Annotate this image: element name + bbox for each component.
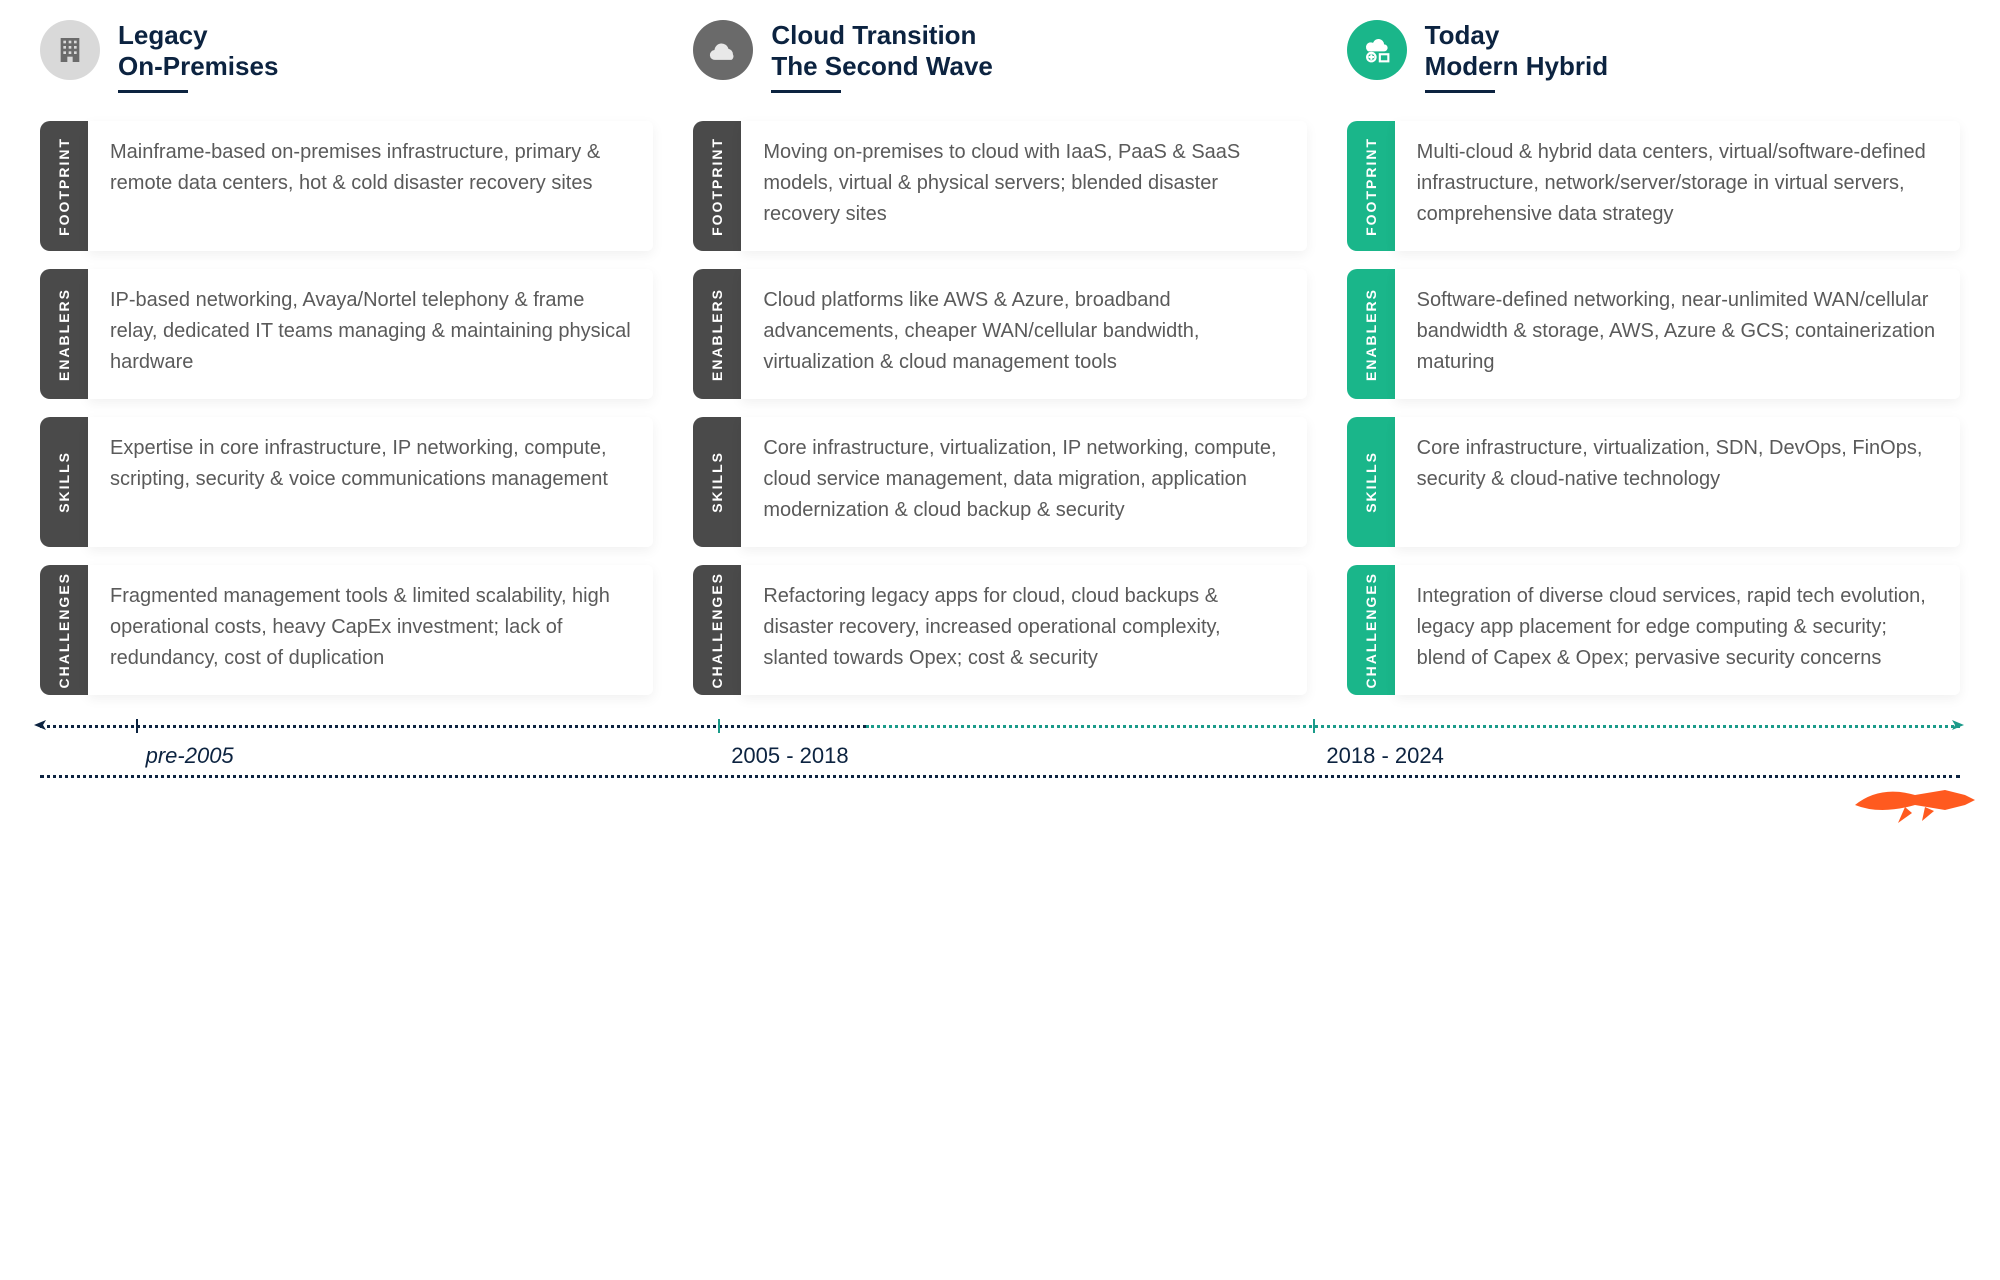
row-footprint: FOOTPRINT Moving on-premises to cloud wi… <box>693 121 1306 251</box>
content-skills: Core infrastructure, virtualization, IP … <box>741 417 1306 547</box>
timeline-period-3: 2018 - 2024 <box>1326 743 1443 769</box>
tab-footprint: FOOTPRINT <box>40 121 88 251</box>
tab-label: SKILLS <box>1363 451 1379 513</box>
row-challenges: CHALLENGES Fragmented management tools &… <box>40 565 653 695</box>
tab-footprint: FOOTPRINT <box>693 121 741 251</box>
row-challenges: CHALLENGES Refactoring legacy apps for c… <box>693 565 1306 695</box>
timeline: pre-2005 2005 - 2018 2018 - 2024 <box>40 725 1960 805</box>
row-enablers: ENABLERS IP-based networking, Avaya/Nort… <box>40 269 653 399</box>
tab-challenges: CHALLENGES <box>1347 565 1395 695</box>
columns-container: Legacy On-Premises FOOTPRINT Mainframe-b… <box>40 20 1960 695</box>
column-header: Legacy On-Premises <box>40 20 653 93</box>
content-footprint: Mainframe-based on-premises infrastructu… <box>88 121 653 251</box>
timeline-bottom-line <box>40 775 1960 778</box>
content-challenges: Integration of diverse cloud services, r… <box>1395 565 1960 695</box>
row-skills: SKILLS Core infrastructure, virtualizati… <box>693 417 1306 547</box>
row-enablers: ENABLERS Cloud platforms like AWS & Azur… <box>693 269 1306 399</box>
column-transition: Cloud Transition The Second Wave FOOTPRI… <box>693 20 1306 695</box>
tab-skills: SKILLS <box>693 417 741 547</box>
title-line-2: Modern Hybrid <box>1425 51 1608 82</box>
tab-label: FOOTPRINT <box>56 137 72 236</box>
tab-label: ENABLERS <box>56 288 72 381</box>
tab-skills: SKILLS <box>1347 417 1395 547</box>
tab-label: SKILLS <box>709 451 725 513</box>
title-underline <box>1425 90 1495 93</box>
tab-label: ENABLERS <box>709 288 725 381</box>
tab-challenges: CHALLENGES <box>40 565 88 695</box>
tab-challenges: CHALLENGES <box>693 565 741 695</box>
title-underline <box>118 90 188 93</box>
content-enablers: IP-based networking, Avaya/Nortel teleph… <box>88 269 653 399</box>
title-line-2: On-Premises <box>118 51 278 82</box>
title-block: Today Modern Hybrid <box>1425 20 1608 93</box>
tab-label: CHALLENGES <box>1363 572 1379 688</box>
tab-label: CHALLENGES <box>709 572 725 688</box>
row-footprint: FOOTPRINT Mainframe-based on-premises in… <box>40 121 653 251</box>
content-challenges: Refactoring legacy apps for cloud, cloud… <box>741 565 1306 695</box>
arrow-left-icon <box>34 718 48 732</box>
title-line-1: Today <box>1425 20 1608 51</box>
content-challenges: Fragmented management tools & limited sc… <box>88 565 653 695</box>
tab-enablers: ENABLERS <box>1347 269 1395 399</box>
timeline-tick <box>136 719 138 733</box>
content-enablers: Cloud platforms like AWS & Azure, broadb… <box>741 269 1306 399</box>
timeline-period-1: pre-2005 <box>146 743 234 769</box>
tab-label: FOOTPRINT <box>1363 137 1379 236</box>
timeline-top-line-teal <box>866 725 1960 728</box>
tab-enablers: ENABLERS <box>40 269 88 399</box>
tab-label: SKILLS <box>56 451 72 513</box>
column-header: Today Modern Hybrid <box>1347 20 1960 93</box>
title-underline <box>771 90 841 93</box>
timeline-tick <box>718 719 720 733</box>
row-skills: SKILLS Core infrastructure, virtualizati… <box>1347 417 1960 547</box>
title-line-1: Legacy <box>118 20 278 51</box>
title-block: Legacy On-Premises <box>118 20 278 93</box>
tab-footprint: FOOTPRINT <box>1347 121 1395 251</box>
timeline-tick <box>1313 719 1315 733</box>
row-skills: SKILLS Expertise in core infrastructure,… <box>40 417 653 547</box>
timeline-top-line <box>40 725 866 728</box>
building-icon <box>40 20 100 80</box>
tab-label: FOOTPRINT <box>709 137 725 236</box>
title-line-2: The Second Wave <box>771 51 993 82</box>
content-footprint: Multi-cloud & hybrid data centers, virtu… <box>1395 121 1960 251</box>
column-legacy: Legacy On-Premises FOOTPRINT Mainframe-b… <box>40 20 653 695</box>
cloud-icon <box>693 20 753 80</box>
content-skills: Expertise in core infrastructure, IP net… <box>88 417 653 547</box>
column-header: Cloud Transition The Second Wave <box>693 20 1306 93</box>
column-today: Today Modern Hybrid FOOTPRINT Multi-clou… <box>1347 20 1960 695</box>
row-footprint: FOOTPRINT Multi-cloud & hybrid data cent… <box>1347 121 1960 251</box>
content-enablers: Software-defined networking, near-unlimi… <box>1395 269 1960 399</box>
row-challenges: CHALLENGES Integration of diverse cloud … <box>1347 565 1960 695</box>
timeline-period-2: 2005 - 2018 <box>731 743 848 769</box>
tab-label: CHALLENGES <box>56 572 72 688</box>
row-enablers: ENABLERS Software-defined networking, ne… <box>1347 269 1960 399</box>
title-line-1: Cloud Transition <box>771 20 993 51</box>
tab-skills: SKILLS <box>40 417 88 547</box>
content-footprint: Moving on-premises to cloud with IaaS, P… <box>741 121 1306 251</box>
content-skills: Core infrastructure, virtualization, SDN… <box>1395 417 1960 547</box>
logo-icon <box>1850 765 1980 835</box>
arrow-right-icon <box>1952 718 1966 732</box>
tab-enablers: ENABLERS <box>693 269 741 399</box>
hybrid-icon <box>1347 20 1407 80</box>
title-block: Cloud Transition The Second Wave <box>771 20 993 93</box>
tab-label: ENABLERS <box>1363 288 1379 381</box>
